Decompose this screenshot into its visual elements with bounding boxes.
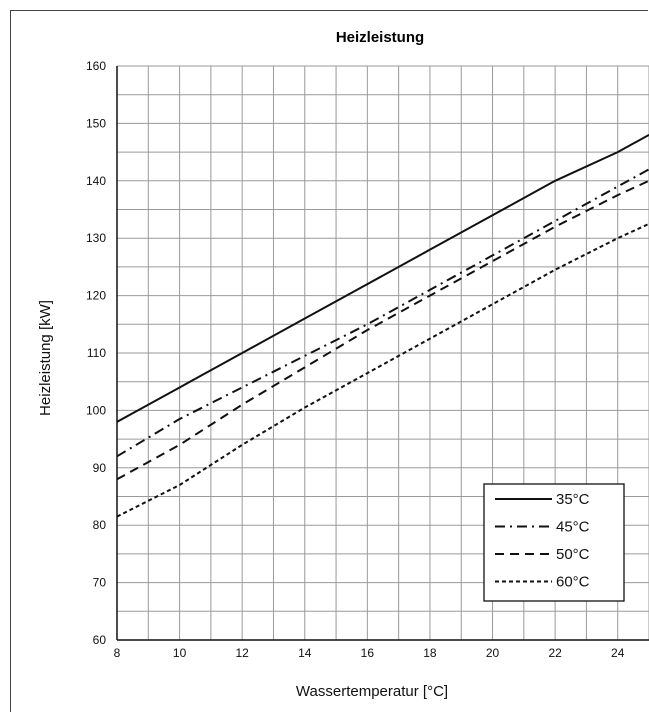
legend-label: 35°C	[556, 491, 590, 508]
x-tick-label: 10	[173, 646, 187, 660]
x-tick-label: 20	[486, 646, 500, 660]
chart-title: Heizleistung	[336, 29, 424, 46]
y-tick-label: 150	[86, 116, 106, 130]
legend-label: 45°C	[556, 519, 590, 536]
series-line-dashdot	[116, 168, 649, 458]
y-tick-label: 140	[86, 174, 106, 188]
legend: 35°C 45°C 50°C 60°C	[483, 483, 625, 602]
x-tick-label: 14	[298, 646, 312, 660]
legend-label: 50°C	[556, 546, 590, 563]
x-tick-label: 24	[611, 646, 625, 660]
y-tick-label: 130	[86, 231, 106, 245]
x-tick-label: 18	[423, 646, 437, 660]
y-tick-label: 110	[87, 346, 106, 360]
y-tick-label: 120	[86, 289, 106, 303]
x-tick-label: 16	[361, 646, 375, 660]
x-tick-labels: 8 10 12 14 16 18 20 22 24	[114, 646, 625, 660]
series-lines	[116, 134, 649, 518]
figure-frame	[10, 10, 648, 712]
x-tick-label: 12	[235, 646, 249, 660]
y-axis-label: Heizleistung [kW]	[37, 300, 54, 416]
series-line-dotted	[116, 222, 649, 518]
legend-label: 60°C	[556, 574, 590, 591]
axes	[116, 66, 649, 641]
legend-box	[483, 483, 625, 602]
series-line-dashed	[116, 179, 649, 481]
y-tick-label: 100	[86, 403, 106, 417]
x-axis-label: Wassertemperatur [°C]	[296, 683, 448, 700]
series-line-solid	[116, 134, 649, 423]
y-tick-label: 80	[93, 518, 107, 532]
y-tick-labels: 60 70 80 90 100 110 120 130 140 150 160	[86, 59, 106, 647]
y-tick-label: 70	[93, 576, 107, 590]
x-tick-label: 22	[548, 646, 562, 660]
x-tick-label: 8	[114, 646, 121, 660]
y-tick-label: 90	[93, 461, 107, 475]
y-tick-label: 60	[93, 633, 107, 647]
y-tick-label: 160	[86, 59, 106, 73]
